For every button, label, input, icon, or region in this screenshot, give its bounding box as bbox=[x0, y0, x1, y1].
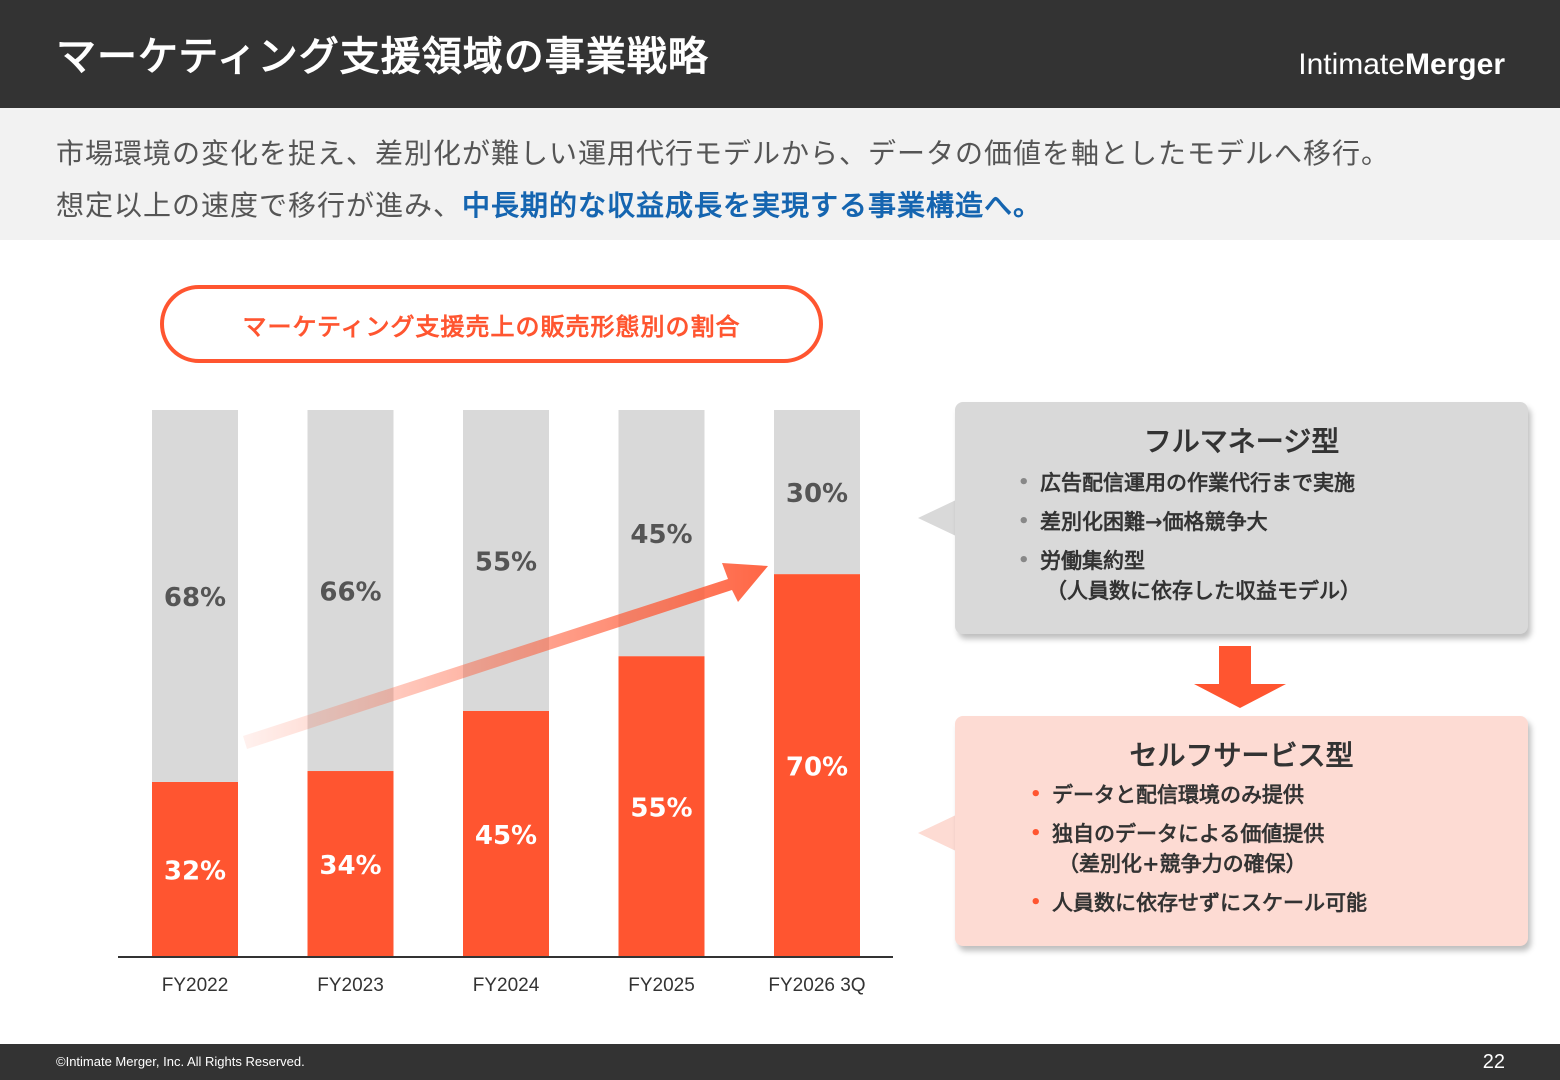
self-service-title: セルフサービス型 bbox=[1129, 739, 1354, 772]
logo-bold-text: Merger bbox=[1404, 48, 1505, 81]
data-label: 68% bbox=[164, 583, 226, 613]
data-label: 45% bbox=[475, 821, 537, 851]
bullet-dot: • bbox=[1030, 823, 1042, 844]
data-label: 32% bbox=[164, 856, 226, 886]
x-tick-label: FY2025 bbox=[628, 975, 695, 996]
list-item-subtext: （人員数に依存した収益モデル） bbox=[1046, 579, 1361, 603]
down-arrow-icon bbox=[1194, 646, 1286, 708]
bullet-dot: • bbox=[1018, 511, 1030, 532]
bullet-dot: • bbox=[1018, 472, 1030, 493]
list-item-text: 広告配信運用の作業代行まで実施 bbox=[1040, 471, 1355, 495]
list-item-text: 人員数に依存せずにスケール可能 bbox=[1052, 891, 1367, 915]
copyright-text: ©Intimate Merger, Inc. All Rights Reserv… bbox=[56, 1054, 305, 1069]
data-label: 70% bbox=[786, 753, 848, 783]
x-tick-label: FY2026 3Q bbox=[768, 975, 865, 996]
list-item: • 人員数に依存せずにスケール可能 bbox=[1030, 888, 1367, 918]
subtitle-plain: 想定以上の速度で移行が進み、 bbox=[56, 189, 463, 222]
data-label: 55% bbox=[475, 547, 537, 577]
page-number: 22 bbox=[1482, 1051, 1505, 1073]
bar-segment bbox=[774, 410, 860, 575]
chart-title-pill: マーケティング支援売上の販売形態別の割合 bbox=[160, 285, 823, 363]
list-item-subtext: （差別化+競争力の確保） bbox=[1058, 852, 1307, 876]
list-item-text: 独自のデータによる価値提供 bbox=[1052, 822, 1325, 846]
list-item-text: データと配信環境のみ提供 bbox=[1052, 783, 1304, 807]
full-manage-title: フルマネージ型 bbox=[1143, 425, 1340, 458]
list-item: • 広告配信運用の作業代行まで実施 bbox=[1018, 468, 1361, 498]
self-service-list: • データと配信環境のみ提供 • 独自のデータによる価値提供 （差別化+競争力の確保）… bbox=[1030, 780, 1367, 927]
list-item-text: 労働集約型 bbox=[1040, 549, 1145, 573]
data-label: 66% bbox=[319, 578, 381, 608]
subtitle-emphasis: 中長期的な収益成長を実現する事業構造へ。 bbox=[462, 189, 1043, 222]
self-service-box: セルフサービス型 • データと配信環境のみ提供 • 独自のデータによる価値提供 （差別… bbox=[955, 716, 1528, 946]
callout-pointer-self bbox=[918, 815, 956, 851]
list-item-text: 差別化困難→価格競争大 bbox=[1040, 510, 1268, 534]
data-label: 34% bbox=[319, 851, 381, 881]
page-title: マーケティング支援領域の事業戦略 bbox=[56, 34, 709, 80]
list-item: • 差別化困難→価格競争大 bbox=[1018, 507, 1361, 537]
x-tick-label: FY2022 bbox=[162, 975, 229, 996]
company-logo: IntimateMerger bbox=[1298, 48, 1505, 82]
list-item: • データと配信環境のみ提供 bbox=[1030, 780, 1367, 810]
x-tick-label: FY2023 bbox=[317, 975, 384, 996]
bullet-dot: • bbox=[1030, 892, 1042, 913]
subtitle-band bbox=[0, 108, 1560, 240]
full-manage-box: フルマネージ型 • 広告配信運用の作業代行まで実施 • 差別化困難→価格競争大 • 労… bbox=[955, 402, 1528, 634]
bar-segment bbox=[152, 781, 238, 957]
full-manage-list: • 広告配信運用の作業代行まで実施 • 差別化困難→価格競争大 • 労働集約型 （人員数… bbox=[1018, 468, 1361, 615]
data-label: 30% bbox=[786, 479, 848, 509]
stacked-bar-chart: 32% 68% FY2022 34% 66% FY2023 45% 55% FY2024 55% 4… bbox=[118, 410, 893, 996]
subtitle-line-1: 市場環境の変化を捉え、差別化が難しい運用代行モデルから、データの価値を軸としたモ… bbox=[56, 137, 1391, 170]
trend-arrow bbox=[243, 563, 768, 749]
bar-segment bbox=[152, 410, 238, 782]
footer-bar bbox=[0, 1044, 1560, 1080]
chart-title: マーケティング支援売上の販売形態別の割合 bbox=[242, 312, 741, 341]
list-item: • 独自のデータによる価値提供 （差別化+競争力の確保） bbox=[1030, 819, 1367, 879]
bar-segment bbox=[463, 710, 549, 957]
bar-segment bbox=[618, 656, 705, 957]
logo-light-text: Intimate bbox=[1298, 48, 1405, 81]
subtitle-line-2: 想定以上の速度で移行が進み、中長期的な収益成長を実現する事業構造へ。 bbox=[56, 184, 1042, 224]
x-tick-label: FY2024 bbox=[473, 975, 540, 996]
bar-segment bbox=[307, 771, 394, 957]
bullet-dot: • bbox=[1018, 550, 1030, 571]
list-item: • 労働集約型 （人員数に依存した収益モデル） bbox=[1018, 546, 1361, 606]
header-bar bbox=[0, 0, 1560, 108]
bar-segment bbox=[774, 574, 860, 957]
callout-pointer-full bbox=[918, 500, 956, 536]
bullet-dot: • bbox=[1030, 784, 1042, 805]
data-label: 45% bbox=[630, 520, 692, 550]
data-label: 55% bbox=[630, 794, 692, 824]
